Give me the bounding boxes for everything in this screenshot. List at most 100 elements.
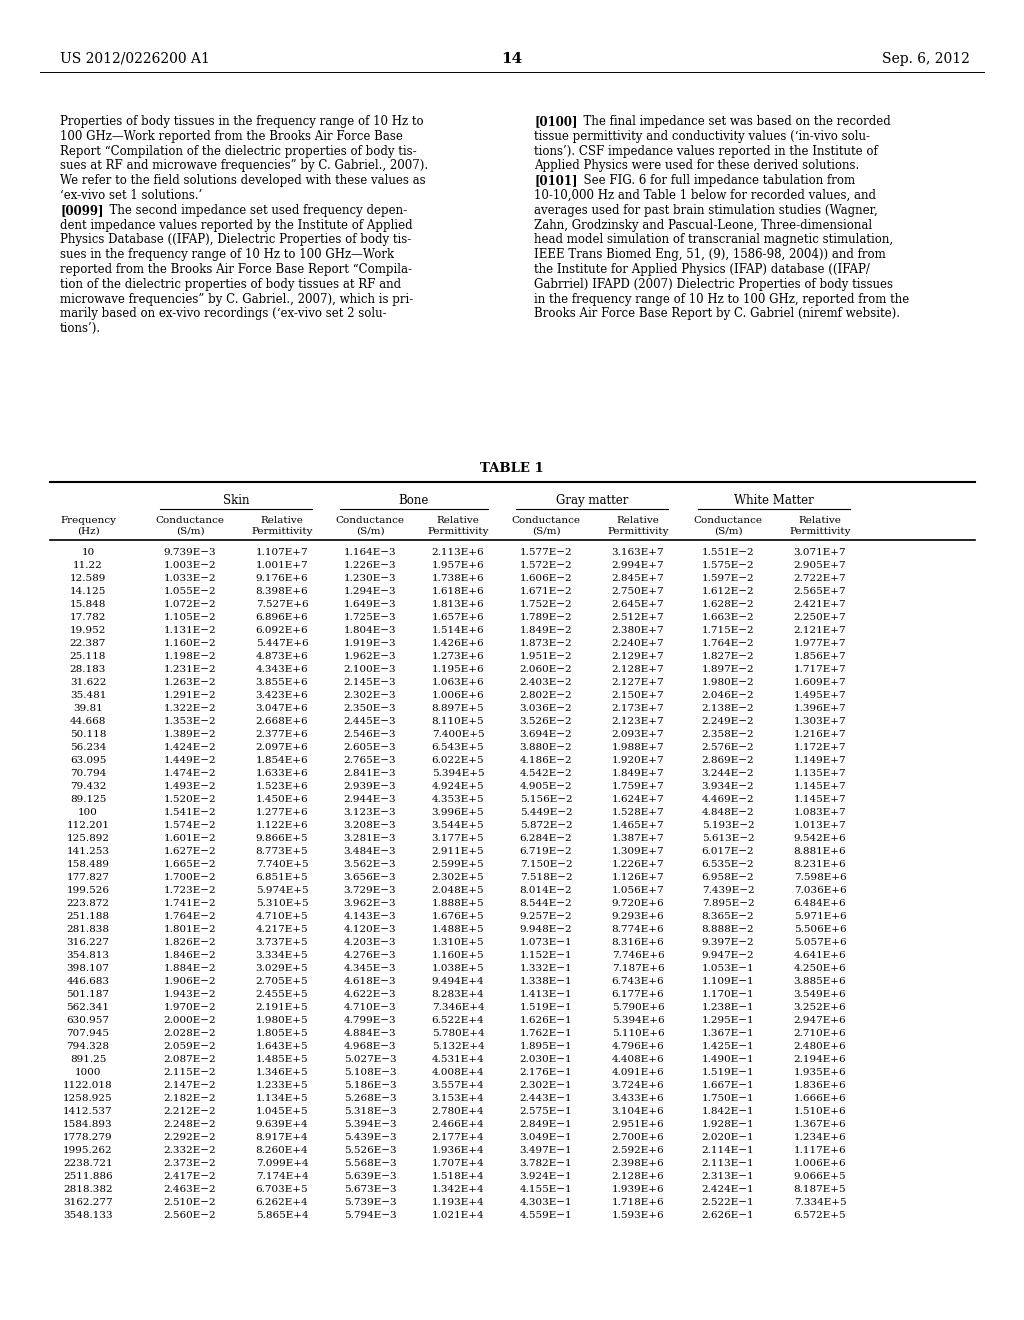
Text: 4.303E−1: 4.303E−1 (520, 1199, 572, 1206)
Text: 1.117E+6: 1.117E+6 (794, 1146, 846, 1155)
Text: 25.118: 25.118 (70, 652, 106, 661)
Text: 1258.925: 1258.925 (63, 1094, 113, 1104)
Text: 2.373E−2: 2.373E−2 (164, 1159, 216, 1168)
Text: 31.622: 31.622 (70, 678, 106, 686)
Text: 1.342E+4: 1.342E+4 (432, 1185, 484, 1195)
Text: 6.484E+6: 6.484E+6 (794, 899, 846, 908)
Text: 2.599E+5: 2.599E+5 (432, 861, 484, 869)
Text: 3548.133: 3548.133 (63, 1210, 113, 1220)
Text: 1.488E+5: 1.488E+5 (432, 925, 484, 935)
Text: 7.895E−2: 7.895E−2 (701, 899, 755, 908)
Text: Bone: Bone (398, 494, 429, 507)
Text: 5.110E+6: 5.110E+6 (611, 1030, 665, 1038)
Text: 1.717E+7: 1.717E+7 (794, 665, 846, 675)
Text: 3.782E−1: 3.782E−1 (520, 1159, 572, 1168)
Text: 6.896E+6: 6.896E+6 (256, 612, 308, 622)
Text: 2.350E−3: 2.350E−3 (344, 704, 396, 713)
Text: 2.905E+7: 2.905E+7 (794, 561, 846, 570)
Text: 1.970E−2: 1.970E−2 (164, 1003, 216, 1012)
Text: 1.170E−1: 1.170E−1 (701, 990, 755, 999)
Text: 2.705E+5: 2.705E+5 (256, 977, 308, 986)
Text: 3.694E−2: 3.694E−2 (520, 730, 572, 739)
Text: 1.676E+5: 1.676E+5 (432, 912, 484, 921)
Text: 3.484E−3: 3.484E−3 (344, 847, 396, 855)
Text: 6.851E+5: 6.851E+5 (256, 873, 308, 882)
Text: 2.845E+7: 2.845E+7 (611, 574, 665, 583)
Text: 199.526: 199.526 (67, 886, 110, 895)
Text: (S/m): (S/m) (355, 527, 384, 536)
Text: 1.226E+7: 1.226E+7 (611, 861, 665, 869)
Text: 3.855E+6: 3.855E+6 (256, 678, 308, 686)
Text: US 2012/0226200 A1: US 2012/0226200 A1 (60, 51, 210, 66)
Text: [0099]: [0099] (60, 203, 103, 216)
Text: 8.014E−2: 8.014E−2 (520, 886, 572, 895)
Text: 7.187E+6: 7.187E+6 (611, 964, 665, 973)
Text: 1.001E+7: 1.001E+7 (256, 561, 308, 570)
Text: 2.841E−3: 2.841E−3 (344, 770, 396, 777)
Text: 6.284E−2: 6.284E−2 (520, 834, 572, 843)
Text: 2238.721: 2238.721 (63, 1159, 113, 1168)
Text: 39.81: 39.81 (73, 704, 102, 713)
Text: 2.212E−2: 2.212E−2 (164, 1107, 216, 1115)
Text: 1.667E−1: 1.667E−1 (701, 1081, 755, 1090)
Text: 4.799E−3: 4.799E−3 (344, 1016, 396, 1026)
Text: 1.671E−2: 1.671E−2 (520, 587, 572, 597)
Text: 7.334E+5: 7.334E+5 (794, 1199, 846, 1206)
Text: 4.710E−3: 4.710E−3 (344, 1003, 396, 1012)
Text: 446.683: 446.683 (67, 977, 110, 986)
Text: 5.447E+6: 5.447E+6 (256, 639, 308, 648)
Text: TABLE 1: TABLE 1 (480, 462, 544, 475)
Text: 2.358E−2: 2.358E−2 (701, 730, 755, 739)
Text: 4.905E−2: 4.905E−2 (520, 781, 572, 791)
Text: 4.143E−3: 4.143E−3 (344, 912, 396, 921)
Text: 2.380E+7: 2.380E+7 (611, 626, 665, 635)
Text: 1.389E−2: 1.389E−2 (164, 730, 216, 739)
Text: 1.643E+5: 1.643E+5 (256, 1041, 308, 1051)
Text: 3.737E+5: 3.737E+5 (256, 939, 308, 946)
Text: 1.657E+6: 1.657E+6 (432, 612, 484, 622)
Text: 1.762E−1: 1.762E−1 (520, 1030, 572, 1038)
Text: 4.924E+5: 4.924E+5 (432, 781, 484, 791)
Text: 1.490E−1: 1.490E−1 (701, 1055, 755, 1064)
Text: 1.804E−3: 1.804E−3 (344, 626, 396, 635)
Text: Zahn, Grodzinsky and Pascual-Leone, Three-dimensional: Zahn, Grodzinsky and Pascual-Leone, Thre… (534, 219, 872, 231)
Text: 1.263E−2: 1.263E−2 (164, 678, 216, 686)
Text: 1.895E−1: 1.895E−1 (520, 1041, 572, 1051)
Text: 2.710E+6: 2.710E+6 (794, 1030, 846, 1038)
Text: Report “Compilation of the dielectric properties of body tis-: Report “Compilation of the dielectric pr… (60, 145, 417, 157)
Text: 1.718E+6: 1.718E+6 (611, 1199, 665, 1206)
Text: 4.276E−3: 4.276E−3 (344, 950, 396, 960)
Text: 2.145E−3: 2.145E−3 (344, 678, 396, 686)
Text: 2.150E+7: 2.150E+7 (611, 690, 665, 700)
Text: 1122.018: 1122.018 (63, 1081, 113, 1090)
Text: 2.097E+6: 2.097E+6 (256, 743, 308, 752)
Text: 1.465E+7: 1.465E+7 (611, 821, 665, 830)
Text: 3.334E+5: 3.334E+5 (256, 950, 308, 960)
Text: 2.668E+6: 2.668E+6 (256, 717, 308, 726)
Text: 8.917E+4: 8.917E+4 (256, 1133, 308, 1142)
Text: Applied Physics were used for these derived solutions.: Applied Physics were used for these deri… (534, 160, 859, 173)
Text: 1.013E+7: 1.013E+7 (794, 821, 846, 830)
Text: 1.056E+7: 1.056E+7 (611, 886, 665, 895)
Text: 1.663E−2: 1.663E−2 (701, 612, 755, 622)
Text: 2.722E+7: 2.722E+7 (794, 574, 846, 583)
Text: 5.673E−3: 5.673E−3 (344, 1185, 396, 1195)
Text: 4.796E+6: 4.796E+6 (611, 1041, 665, 1051)
Text: 4.120E−3: 4.120E−3 (344, 925, 396, 935)
Text: (Hz): (Hz) (77, 527, 99, 536)
Text: 1.195E+6: 1.195E+6 (432, 665, 484, 675)
Text: 2.645E+7: 2.645E+7 (611, 601, 665, 609)
Text: 4.155E−1: 4.155E−1 (520, 1185, 572, 1195)
Text: 5.108E−3: 5.108E−3 (344, 1068, 396, 1077)
Text: ‘ex-vivo set 1 solutions.’: ‘ex-vivo set 1 solutions.’ (60, 189, 203, 202)
Text: 1.520E−2: 1.520E−2 (164, 795, 216, 804)
Text: 4.217E+5: 4.217E+5 (256, 925, 308, 935)
Text: 1.805E+5: 1.805E+5 (256, 1030, 308, 1038)
Text: 15.848: 15.848 (70, 601, 106, 609)
Text: 2.466E+4: 2.466E+4 (432, 1119, 484, 1129)
Text: 7.174E+4: 7.174E+4 (256, 1172, 308, 1181)
Text: 6.543E+5: 6.543E+5 (432, 743, 484, 752)
Text: 2.059E−2: 2.059E−2 (164, 1041, 216, 1051)
Text: 112.201: 112.201 (67, 821, 110, 830)
Text: 14.125: 14.125 (70, 587, 106, 597)
